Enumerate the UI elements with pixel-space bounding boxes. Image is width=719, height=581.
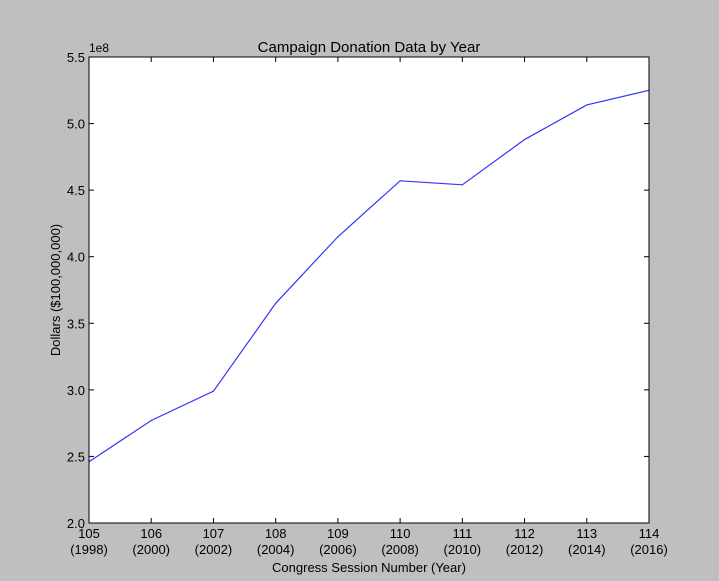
series-line bbox=[88, 89, 650, 463]
y-tick-label: 5.5 bbox=[67, 50, 85, 65]
y-axis-label: Dollars ($100,000,000) bbox=[48, 224, 63, 356]
data-point bbox=[399, 180, 401, 182]
x-tick-label: 114 bbox=[639, 526, 660, 541]
y-tick-label: 3.0 bbox=[67, 383, 85, 398]
x-tick-label: 111 bbox=[452, 526, 472, 541]
x-tick-label: 110 bbox=[390, 526, 411, 541]
tick-labels: 2.02.53.03.54.04.55.05.5105(1998)106(200… bbox=[67, 50, 668, 557]
y-tick-label: 4.0 bbox=[67, 250, 85, 265]
x-tick-year-label: (2006) bbox=[319, 542, 357, 557]
data-point bbox=[212, 390, 215, 392]
x-tick-label: 107 bbox=[203, 526, 225, 541]
x-tick-year-label: (2004) bbox=[257, 542, 295, 557]
x-tick-year-label: (2016) bbox=[630, 542, 668, 557]
y-offset-label: 1e8 bbox=[89, 41, 109, 55]
y-tick-label: 5.0 bbox=[67, 117, 85, 132]
y-tick-label: 2.0 bbox=[67, 516, 85, 531]
data-point bbox=[586, 104, 588, 106]
x-tick-year-label: (2008) bbox=[381, 542, 419, 557]
x-tick-label: 106 bbox=[140, 526, 162, 541]
plot-frame bbox=[88, 56, 650, 524]
x-tick-label: 108 bbox=[265, 526, 287, 541]
data-point bbox=[523, 138, 526, 141]
x-tick-year-label: (2000) bbox=[132, 542, 170, 557]
x-tick-label: 113 bbox=[576, 526, 597, 541]
x-axis-label: Congress Session Number (Year) bbox=[272, 560, 466, 575]
data-point bbox=[337, 236, 339, 238]
x-tick-label: 105 bbox=[78, 526, 100, 541]
y-tick-label: 4.5 bbox=[67, 183, 85, 198]
x-tick-label: 109 bbox=[327, 526, 349, 541]
data-point bbox=[150, 419, 152, 422]
x-tick-label: 112 bbox=[514, 526, 535, 541]
x-tick-year-label: (2010) bbox=[444, 542, 482, 557]
x-tick-year-label: (2002) bbox=[195, 542, 233, 557]
x-tick-year-label: (2014) bbox=[568, 542, 606, 557]
y-tick-label: 3.5 bbox=[67, 316, 85, 331]
data-point bbox=[461, 184, 463, 186]
x-tick-year-label: (1998) bbox=[70, 542, 108, 557]
y-tick-label: 2.5 bbox=[67, 449, 85, 464]
x-tick-year-label: (2012) bbox=[506, 542, 544, 557]
chart-title: Campaign Donation Data by Year bbox=[258, 39, 481, 56]
plot-area bbox=[89, 57, 649, 523]
data-point bbox=[275, 302, 277, 304]
